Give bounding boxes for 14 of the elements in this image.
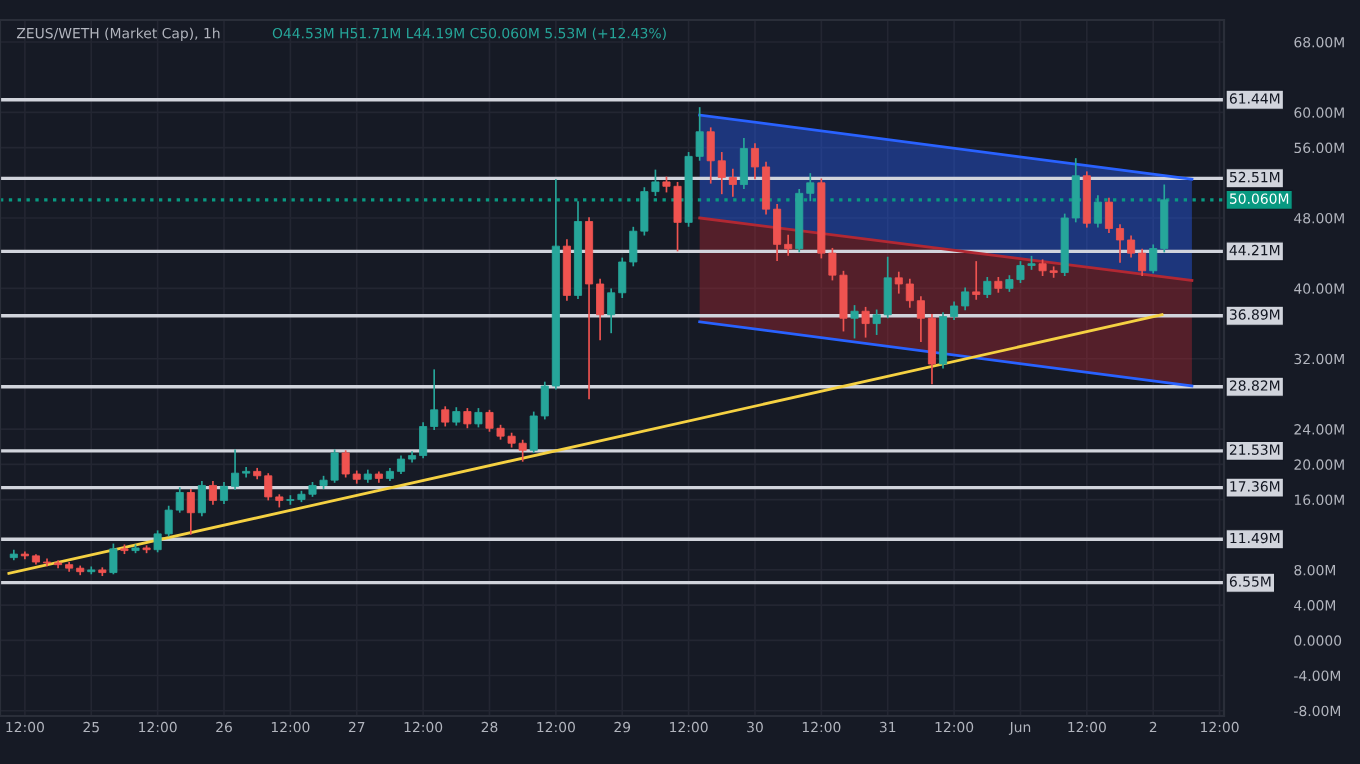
candlestick <box>441 406 450 427</box>
candlestick <box>197 481 206 517</box>
candlestick <box>1093 195 1102 228</box>
candlestick <box>109 543 118 575</box>
candlestick <box>463 408 472 429</box>
candlestick <box>186 489 195 535</box>
candlestick <box>208 481 217 505</box>
candlestick <box>983 276 992 299</box>
candlestick <box>972 261 981 300</box>
candlestick <box>87 566 96 575</box>
candlestick <box>1082 171 1091 228</box>
candlestick <box>861 306 870 338</box>
candlestick <box>739 137 748 189</box>
candlestick <box>850 305 859 339</box>
